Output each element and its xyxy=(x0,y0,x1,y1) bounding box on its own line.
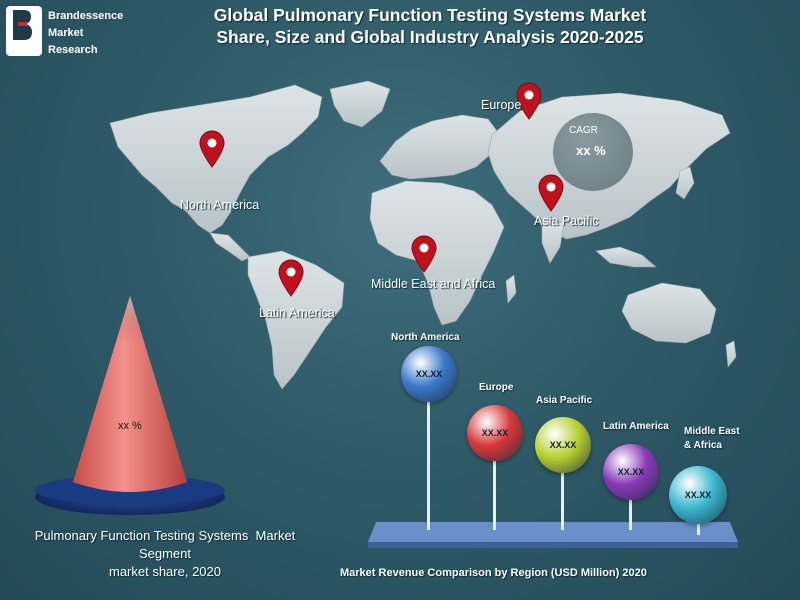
ball-label-latin-america: Latin America xyxy=(603,421,669,432)
ball-label-middle-east-africa-line-2: & Africa xyxy=(684,440,722,451)
segment-caption: Pulmonary Function Testing Systems Marke… xyxy=(10,527,320,581)
logo-line-1: Brandessence xyxy=(48,10,124,22)
cagr-label: CAGR xyxy=(569,125,598,136)
latin-america-pin-icon xyxy=(278,259,304,297)
region-label-asia-pacific: Asia Pacific xyxy=(534,214,599,228)
region-label-north-america: North America xyxy=(180,198,260,212)
europe-ball: XX.XX xyxy=(467,405,523,461)
europe-pin-icon xyxy=(516,82,542,120)
logo-text: Brandessence Market Research xyxy=(48,8,123,59)
revenue-platform xyxy=(368,522,738,548)
region-label-middle-east-africa: Middle East and Africa xyxy=(371,277,496,291)
ball-label-europe: Europe xyxy=(479,382,514,393)
page-title: Global Pulmonary Function Testing System… xyxy=(150,4,710,48)
revenue-caption: Market Revenue Comparison by Region (USD… xyxy=(340,567,647,579)
cone-tip xyxy=(116,296,144,342)
latin-america-stick xyxy=(629,495,632,530)
middle-east-africa-stick xyxy=(697,520,700,535)
segment-share-cone xyxy=(35,296,225,515)
ball-label-north-america: North America xyxy=(391,332,460,343)
north-america-ball: XX.XX xyxy=(401,346,457,402)
region-label-latin-america: Latin America xyxy=(259,306,335,320)
segment-caption-line-1: Pulmonary Function Testing Systems Marke… xyxy=(34,528,296,543)
segment-caption-line-2: Segment xyxy=(138,546,192,561)
cagr-value: xx % xyxy=(576,143,606,158)
title-line-2: Share, Size and Global Industry Analysis… xyxy=(216,27,644,47)
ball-label-middle-east-africa: Middle East & Africa xyxy=(684,425,740,453)
north-america-pin-icon xyxy=(199,130,225,168)
logo-b-icon xyxy=(13,10,32,40)
cagr-bubble xyxy=(553,113,633,191)
asia-pacific-pin-icon xyxy=(538,174,564,212)
north-america-stick xyxy=(427,395,430,530)
region-label-europe: Europe xyxy=(481,98,522,112)
latin-america-ball: XX.XX xyxy=(603,444,659,500)
cone-body xyxy=(73,296,187,492)
europe-stick xyxy=(493,455,496,530)
middle-east-africa-ball: XX.XX xyxy=(669,466,727,524)
ball-label-asia-pacific: Asia Pacific xyxy=(536,395,593,406)
logo-line-3: Research xyxy=(48,44,98,56)
logo-line-2: Market xyxy=(48,27,84,39)
ball-label-middle-east-africa-line-1: Middle East xyxy=(684,426,740,437)
cone-share-value: xx % xyxy=(118,420,142,432)
title-line-1: Global Pulmonary Function Testing System… xyxy=(213,5,647,25)
middle-east-africa-pin-icon xyxy=(411,235,437,273)
segment-caption-line-3: market share, 2020 xyxy=(108,564,221,579)
asia-pacific-ball: XX.XX xyxy=(535,417,591,473)
asia-pacific-stick xyxy=(561,470,564,530)
